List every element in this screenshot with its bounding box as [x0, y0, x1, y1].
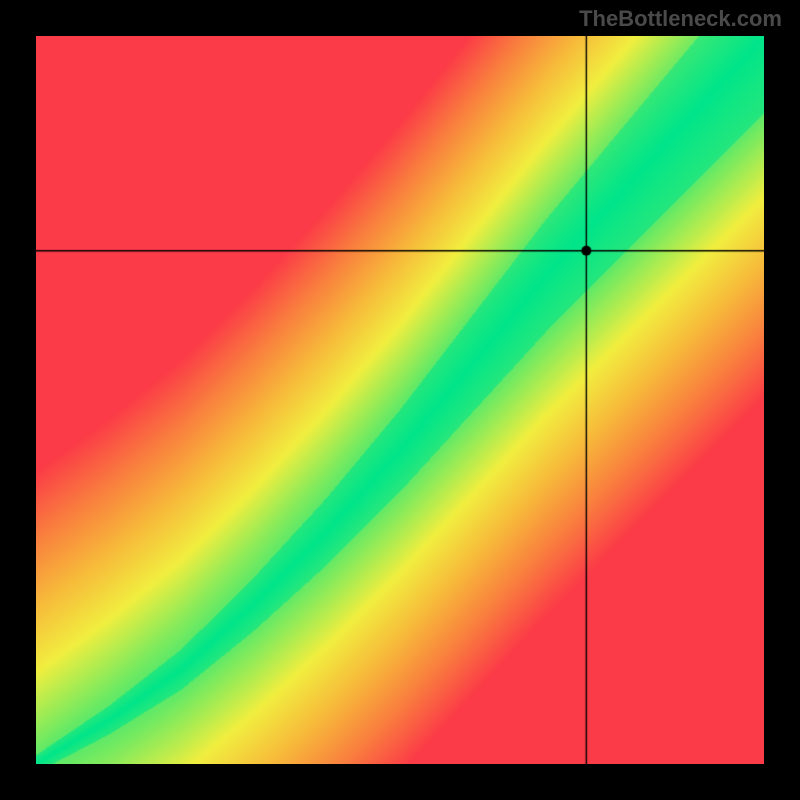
watermark-text: TheBottleneck.com: [579, 6, 782, 32]
chart-container: TheBottleneck.com: [0, 0, 800, 800]
heatmap-canvas: [36, 36, 764, 764]
heatmap-plot: [36, 36, 764, 764]
